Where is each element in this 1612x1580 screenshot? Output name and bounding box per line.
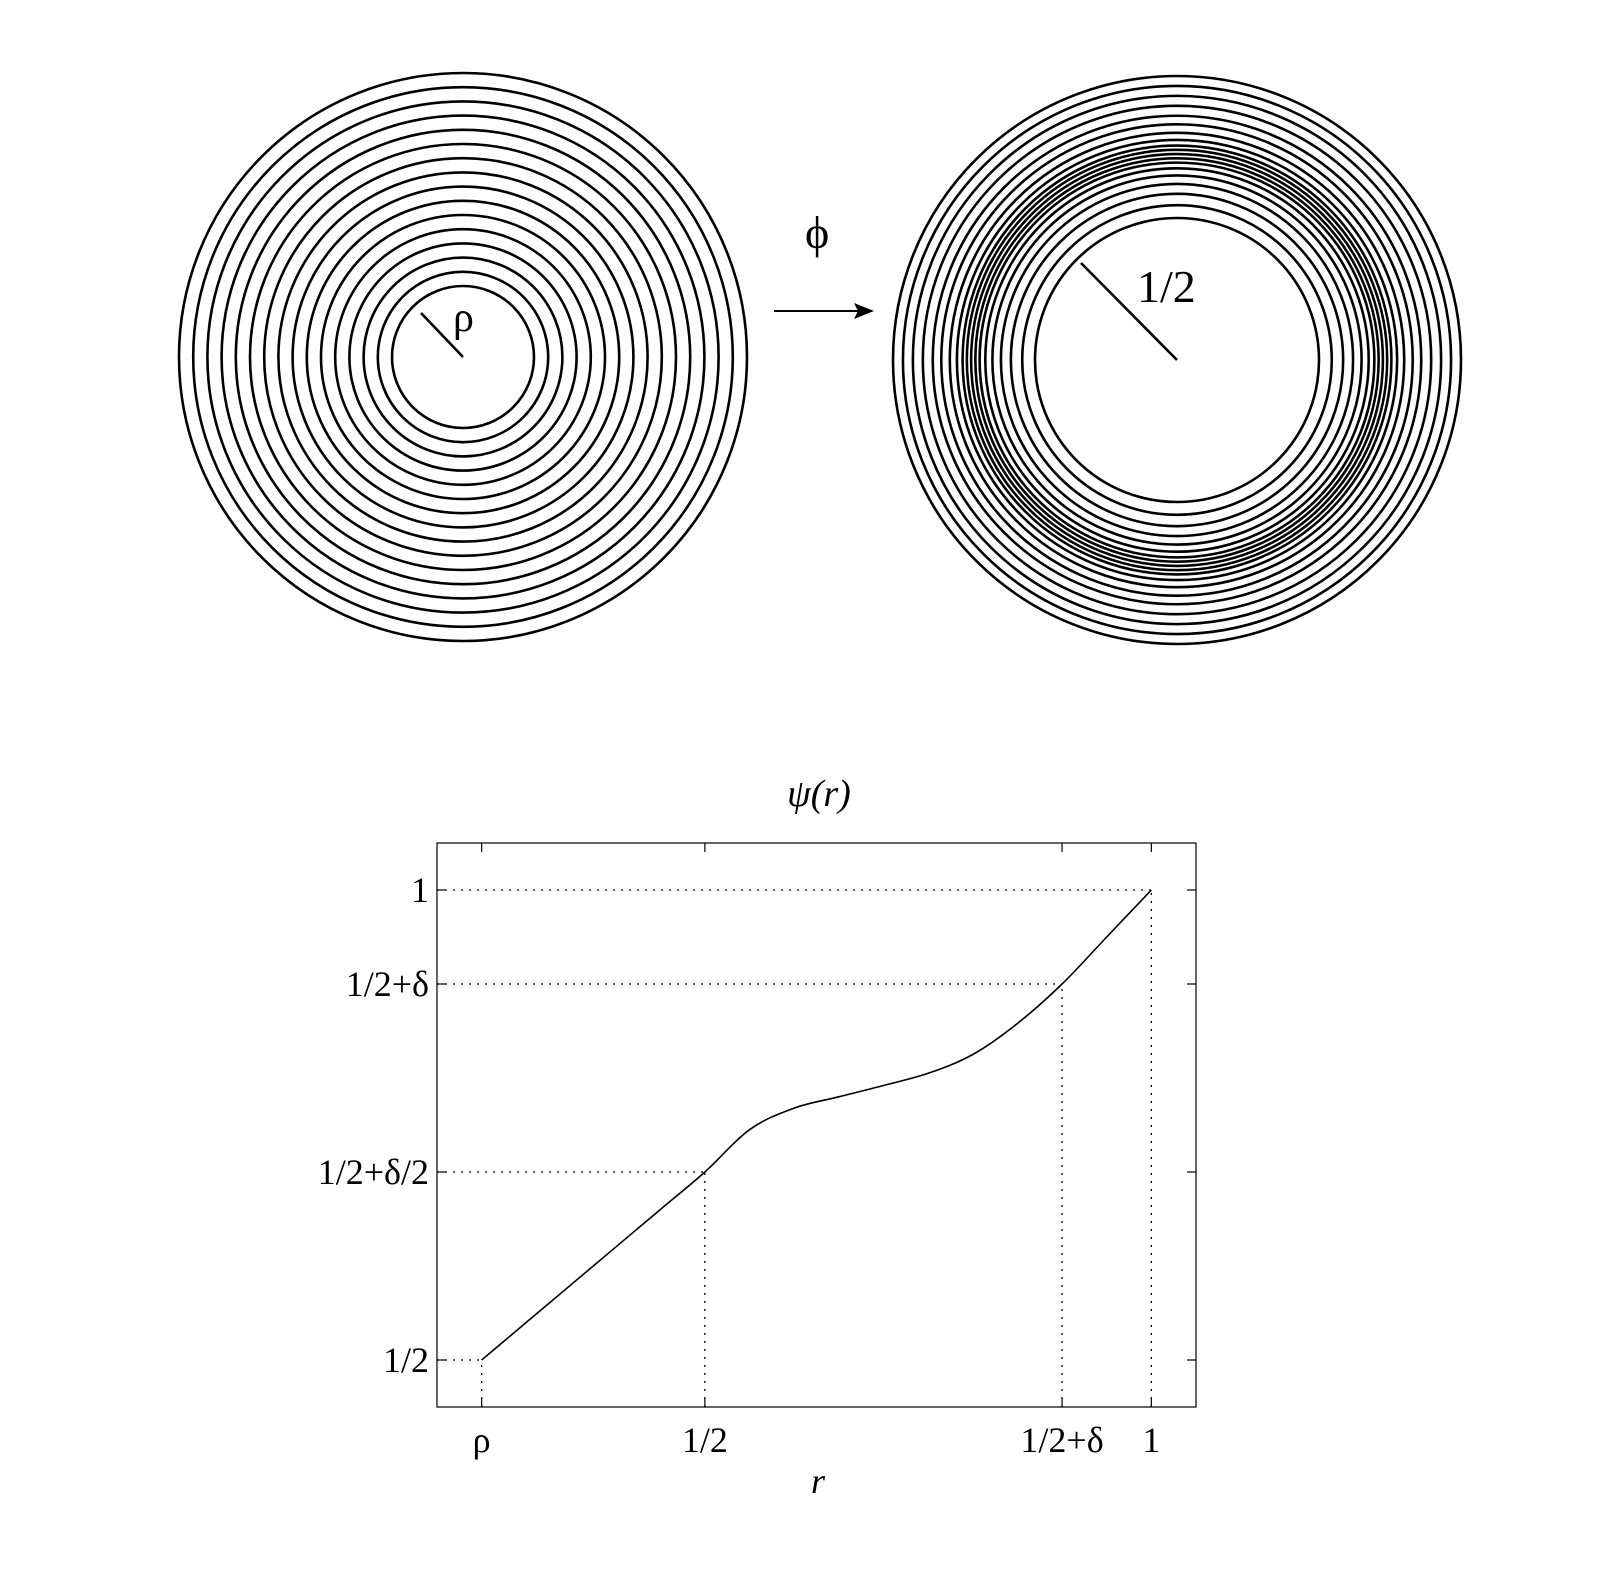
y-tick-label-1: 1/2: [383, 1340, 429, 1380]
map-label: ϕ: [805, 207, 829, 258]
right-ring-3: [1009, 192, 1345, 528]
psi-curve: [481, 889, 1152, 1361]
right-ring-9: [969, 152, 1385, 568]
right-ring-5: [991, 174, 1363, 546]
left-ring-8: [291, 185, 635, 529]
left-ring-13: [220, 114, 706, 600]
right-ring-7: [978, 161, 1376, 559]
y-tick-label-2: 1/2+δ/2: [318, 1152, 429, 1192]
right-ring-2: [1020, 203, 1334, 517]
chart: ψ(r) ρ 1/2 1/2+δ 1 1/2 1/2+δ/2 1/2+δ 1 r: [318, 773, 1197, 1501]
right-ring-17: [911, 94, 1443, 626]
guide-lines: [437, 889, 1153, 1407]
left-ring-9: [277, 171, 649, 543]
left-ring-4: [348, 242, 578, 472]
left-ring-11: [248, 142, 678, 572]
x-tick-label-3: 1/2+δ: [1020, 1420, 1103, 1460]
axis-ticks: [437, 843, 1196, 1407]
y-tick-label-4: 1: [411, 870, 429, 910]
left-ring-12: [234, 128, 692, 586]
right-ring-1: [1033, 216, 1321, 504]
plot-frame: [436, 842, 1197, 1408]
x-tick-label-4: 1: [1142, 1420, 1160, 1460]
right-ring-14: [939, 122, 1415, 598]
right-radius-label: 1/2: [1137, 261, 1196, 312]
x-tick-label-1: ρ: [473, 1420, 491, 1460]
x-axis-label: r: [811, 1461, 826, 1501]
right-ring-16: [921, 104, 1433, 616]
left-ring-7: [305, 199, 621, 515]
right-ring-18: [901, 84, 1453, 636]
x-tick-labels: ρ 1/2 1/2+δ 1: [473, 1420, 1161, 1460]
left-disk: [177, 71, 749, 643]
left-ring-3: [362, 256, 564, 458]
left-ring-1: [390, 284, 536, 430]
left-ring-10: [262, 156, 664, 558]
right-disk: [891, 74, 1463, 646]
y-tick-labels: 1/2 1/2+δ/2 1/2+δ 1: [318, 870, 429, 1380]
right-ring-12: [955, 138, 1399, 582]
right-ring-19: [891, 74, 1463, 646]
right-radius-line: [1080, 262, 1178, 361]
right-ring-6: [983, 167, 1370, 553]
left-ring-2: [376, 270, 550, 444]
right-ring-8: [974, 157, 1380, 563]
x-tick-label-2: 1/2: [682, 1420, 728, 1460]
right-ring-4: [999, 182, 1355, 538]
y-tick-label-3: 1/2+δ: [346, 964, 429, 1004]
left-radius-line: [420, 312, 464, 358]
right-ring-11: [961, 144, 1393, 576]
left-ring-16: [177, 71, 749, 643]
left-ring-15: [191, 85, 735, 629]
right-ring-10: [965, 148, 1389, 572]
map-arrow: [774, 303, 874, 319]
right-ring-13: [948, 131, 1406, 589]
chart-title: ψ(r): [787, 773, 851, 815]
left-ring-14: [206, 100, 720, 614]
left-radius-label: ρ: [453, 295, 474, 341]
right-ring-15: [931, 114, 1423, 606]
left-ring-6: [319, 213, 607, 501]
left-ring-5: [333, 227, 593, 487]
